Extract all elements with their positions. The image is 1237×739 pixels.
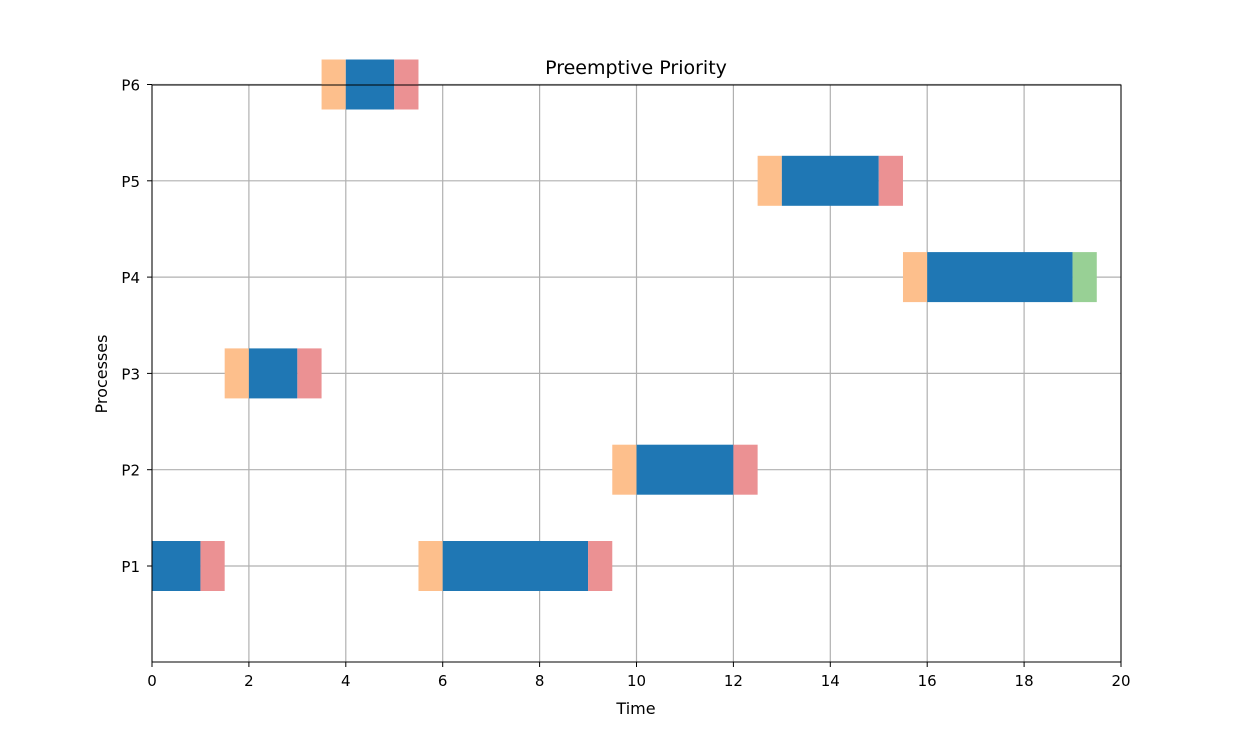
x-ticks: 0 2 4 6 8 10 12 14 16 18 20 <box>147 662 1131 690</box>
bar-p3-wait <box>224 348 249 399</box>
bar-p1-switch <box>200 541 225 591</box>
x-tick-label: 2 <box>244 672 254 690</box>
bar-p2-switch <box>733 444 758 495</box>
bar-p2-run <box>636 444 734 495</box>
x-tick-label: 6 <box>438 672 448 690</box>
x-tick-label: 10 <box>627 672 646 690</box>
x-tick-label: 20 <box>1111 672 1130 690</box>
bar-p5-wait <box>757 155 782 206</box>
x-tick-label: 0 <box>147 672 157 690</box>
x-tick-label: 16 <box>918 672 937 690</box>
bar-p3-switch <box>297 348 322 399</box>
y-tick-label: P2 <box>121 462 140 480</box>
bar-p5-switch <box>878 155 903 206</box>
bar-p1-wait <box>418 541 443 591</box>
bar-p3-run <box>248 348 298 399</box>
x-tick-label: 12 <box>724 672 743 690</box>
bar-p5-run <box>781 155 879 206</box>
x-tick-label: 18 <box>1015 672 1034 690</box>
y-tick-label: P3 <box>121 365 140 383</box>
y-tick-label: P4 <box>121 269 140 287</box>
y-tick-label: P1 <box>121 558 140 576</box>
x-tick-label: 4 <box>341 672 351 690</box>
y-axis-label: Processes <box>92 335 111 414</box>
bar-p4-run <box>927 252 1073 303</box>
bar-p4-wait <box>902 252 928 303</box>
chart-title: Preemptive Priority <box>545 57 727 79</box>
y-tick-label: P5 <box>121 173 140 191</box>
y-tick-label: P6 <box>121 77 140 95</box>
bar-p1-run <box>152 541 201 591</box>
y-ticks: P1 P2 P3 P4 P5 P6 <box>121 77 152 576</box>
x-tick-label: 14 <box>821 672 840 690</box>
x-axis-label: Time <box>615 699 655 718</box>
bar-p2-wait <box>612 444 637 495</box>
bars <box>152 59 1097 591</box>
x-tick-label: 8 <box>535 672 545 690</box>
bar-p1-switch <box>588 541 613 591</box>
bar-p4-end <box>1072 252 1097 303</box>
bar-p1-run <box>442 541 589 591</box>
